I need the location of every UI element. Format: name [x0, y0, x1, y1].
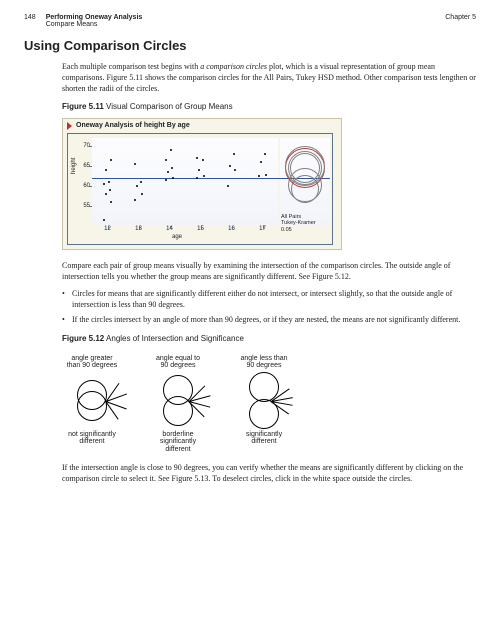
data-point: [136, 185, 138, 187]
data-point: [141, 193, 143, 195]
data-point: [170, 149, 172, 151]
paragraph-3: If the intersection angle is close to 90…: [62, 462, 476, 484]
disclosure-triangle-icon[interactable]: [67, 122, 72, 130]
data-point: [108, 181, 110, 183]
scatter-plot-area: [92, 138, 278, 226]
data-point: [234, 169, 236, 171]
data-point: [109, 189, 111, 191]
fig512-diagram: [148, 375, 208, 427]
section-title: Using Comparison Circles: [24, 38, 476, 53]
figure-511-box: Oneway Analysis of height By age height …: [62, 118, 342, 250]
figure-511-titlebar: Oneway Analysis of height By age: [67, 121, 337, 131]
paragraph-1: Each multiple comparison test begins wit…: [62, 61, 476, 95]
fig512-column: angle less than90 degrees significantlydi…: [234, 355, 294, 454]
data-point: [103, 219, 105, 221]
data-point: [227, 185, 229, 187]
data-point: [202, 159, 204, 161]
data-point: [140, 181, 142, 183]
data-point: [198, 169, 200, 171]
fig512-column: angle equal to90 degrees borderlinesignif…: [148, 355, 208, 454]
figure-511-caption: Figure 5.11 Visual Comparison of Group M…: [62, 101, 476, 112]
data-point: [229, 165, 231, 167]
data-point: [110, 201, 112, 203]
fig512-bottom-label: not significantlydifferent: [68, 431, 116, 446]
header-title: Performing Oneway Analysis: [46, 14, 143, 21]
bullet-2: If the circles intersect by an angle of …: [62, 314, 476, 325]
data-point: [264, 153, 266, 155]
fig512-bottom-label: significantlydifferent: [246, 431, 282, 446]
page-number: 148: [24, 14, 36, 28]
page-header: 148 Performing Oneway Analysis Compare M…: [24, 14, 476, 28]
y-axis-label: height: [70, 157, 78, 173]
data-point: [110, 159, 112, 161]
fig512-top-label: angle less than90 degrees: [240, 355, 287, 371]
data-point: [265, 174, 267, 176]
figure-512-caption: Figure 5.12 Angles of Intersection and S…: [62, 333, 476, 344]
data-point: [105, 169, 107, 171]
header-subtitle: Compare Means: [46, 21, 143, 28]
data-point: [167, 171, 169, 173]
circles-legend: All Pairs Tukey-Kramer 0.05: [281, 214, 316, 232]
paragraph-2: Compare each pair of group means visuall…: [62, 260, 476, 282]
body-text: Each multiple comparison test begins wit…: [62, 61, 476, 484]
figure-511-box-title: Oneway Analysis of height By age: [76, 121, 190, 131]
data-point: [105, 193, 107, 195]
fig512-top-label: angle equal to90 degrees: [156, 355, 200, 371]
fig512-bottom-label: borderlinesignificantlydifferent: [160, 431, 196, 454]
header-chapter: Chapter 5: [445, 14, 476, 28]
fig512-diagram: [234, 375, 294, 427]
x-axis-label: age: [172, 233, 182, 241]
circle-icon: [77, 391, 107, 421]
bullet-1: Circles for means that are significantly…: [62, 288, 476, 310]
data-point: [172, 177, 174, 179]
bullet-list: Circles for means that are significantly…: [62, 288, 476, 326]
figure-512: angle greaterthan 90 degrees not signific…: [62, 351, 476, 462]
data-point: [260, 161, 262, 163]
data-point: [203, 175, 205, 177]
figure-511-plot: height age All Pairs Tukey-Kramer 0.05 5…: [67, 133, 333, 245]
data-point: [196, 177, 198, 179]
fig512-diagram: [62, 375, 122, 427]
fig512-column: angle greaterthan 90 degrees not signific…: [62, 355, 122, 454]
fig512-top-label: angle greaterthan 90 degrees: [67, 355, 118, 371]
data-point: [233, 153, 235, 155]
